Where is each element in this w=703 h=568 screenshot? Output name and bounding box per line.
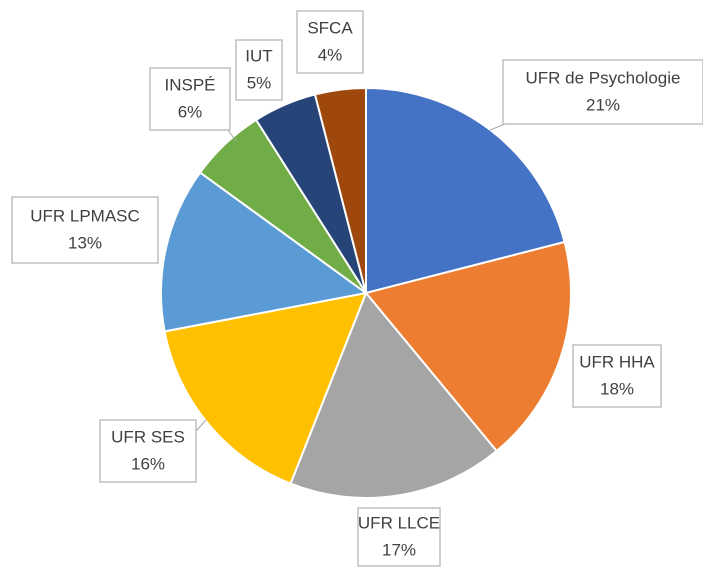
pie-slice <box>364 240 572 453</box>
category-label: IUT <box>245 46 272 65</box>
value-label: 17% <box>382 540 416 559</box>
label-box <box>572 344 662 408</box>
leader-line <box>227 129 237 142</box>
value-label: 13% <box>68 233 102 252</box>
value-label: 4% <box>318 45 343 64</box>
category-label: UFR HHA <box>579 352 655 371</box>
label-box <box>296 10 364 74</box>
label-box <box>502 59 703 125</box>
pie-slice <box>160 171 369 333</box>
label-box <box>99 419 197 483</box>
label-box <box>11 196 159 264</box>
label-box <box>235 39 283 101</box>
pie-slice <box>163 291 368 485</box>
category-label: SFCA <box>307 18 353 37</box>
value-label: 5% <box>247 73 272 92</box>
category-label: UFR SES <box>111 427 185 446</box>
leader-line <box>194 419 207 433</box>
pie-slice <box>313 86 367 294</box>
category-label: UFR de Psychologie <box>526 68 681 87</box>
value-label: 16% <box>131 454 165 473</box>
value-label: 6% <box>178 102 203 121</box>
label-box <box>357 507 441 567</box>
pie-slice <box>289 291 499 499</box>
category-label: UFR LLCE <box>358 513 440 532</box>
pie-slice <box>365 86 566 295</box>
label-box <box>149 67 231 131</box>
category-label: UFR LPMASC <box>30 206 140 225</box>
value-label: 21% <box>586 95 620 114</box>
value-label: 18% <box>600 379 634 398</box>
leader-line <box>489 123 506 131</box>
category-label: INSPÉ <box>164 75 215 94</box>
